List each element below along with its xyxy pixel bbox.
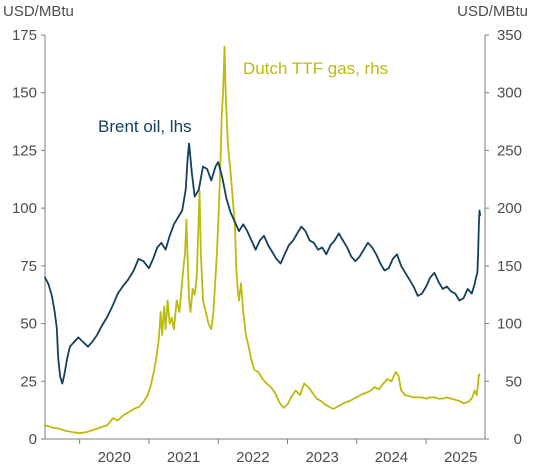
left-tick-label: 150: [12, 85, 37, 102]
left-tick-label: 50: [20, 316, 37, 333]
right-axis-unit: USD/MBtu: [457, 3, 528, 20]
left-tick-label: 0: [29, 431, 37, 448]
right-tick-label: 300: [497, 85, 522, 102]
ttf-series-label: Dutch TTF gas, rhs: [243, 59, 388, 78]
x-tick-label: 2023: [305, 449, 338, 466]
x-tick-label: 2020: [98, 449, 131, 466]
left-axis-unit: USD/MBtu: [3, 3, 74, 20]
right-tick-label: 250: [497, 142, 522, 159]
left-tick-label: 100: [12, 200, 37, 217]
right-tick-label: 200: [497, 200, 522, 217]
right-tick-label: 100: [497, 316, 522, 333]
brent-oil-line: [44, 142, 481, 385]
brent-series-label: Brent oil, lhs: [98, 117, 192, 136]
x-tick-label: 2022: [236, 449, 269, 466]
series-lines: [44, 45, 481, 435]
right-tick-label: 350: [497, 27, 522, 44]
left-tick-label: 125: [12, 142, 37, 159]
left-tick-label: 25: [20, 373, 37, 390]
x-tick-label: 2024: [375, 449, 408, 466]
right-tick-label: 0: [514, 431, 522, 448]
x-tick-label: 2025: [444, 449, 477, 466]
right-tick-label: 50: [505, 373, 522, 390]
left-tick-label: 175: [12, 27, 37, 44]
ttf-gas-line: [44, 45, 481, 435]
left-tick-label: 75: [20, 258, 37, 275]
tick-labels: 0 25 50 75 100 125 150 175 0 50 100 150 200 250 300 350…: [12, 27, 522, 466]
right-tick-label: 150: [497, 258, 522, 275]
axes: [41, 34, 489, 444]
x-tick-label: 2021: [167, 449, 200, 466]
